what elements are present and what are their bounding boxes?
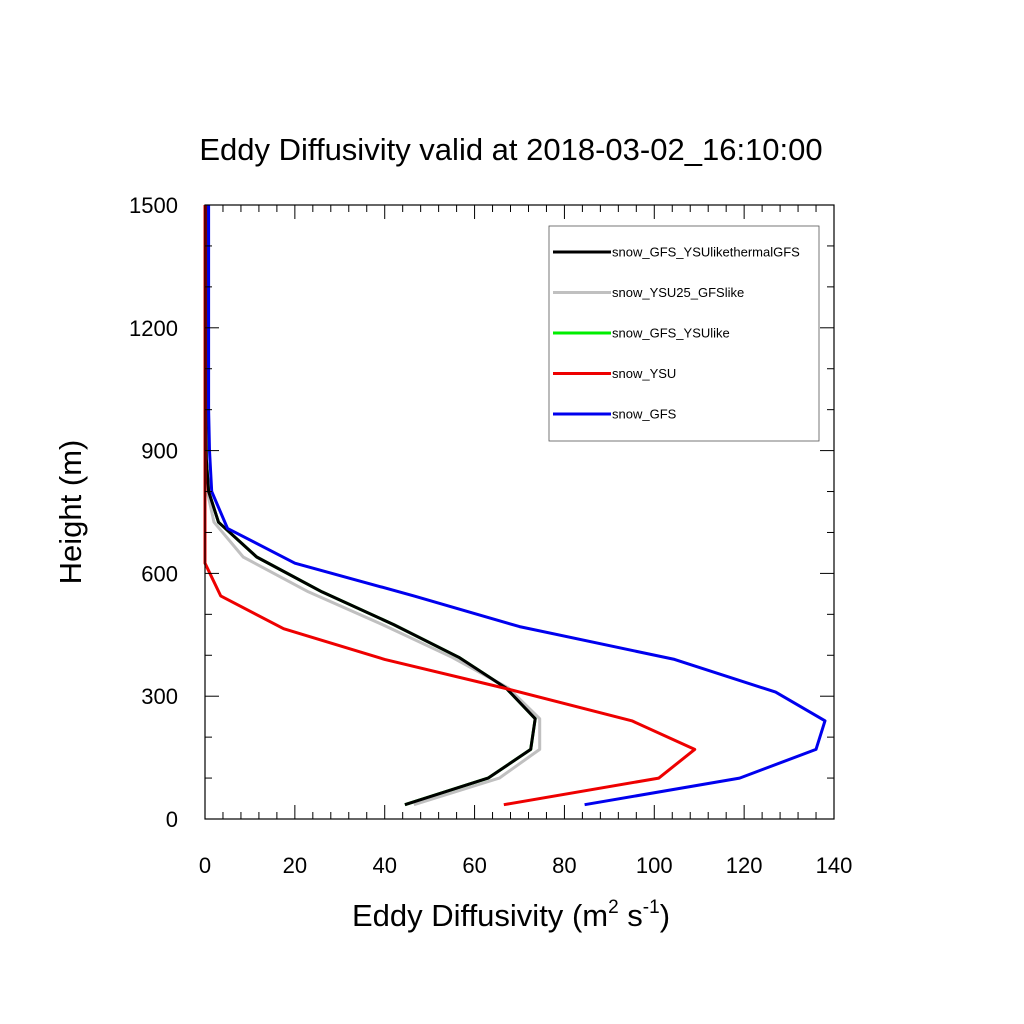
x-tick-label: 20 [283,853,307,878]
y-axis-label: Height (m) [53,440,88,585]
y-tick-label: 0 [166,807,178,832]
legend-label: snow_YSU25_GFSlike [612,285,744,300]
legend-label: snow_YSU [612,366,676,381]
series-line-snow_GFS_YSUlikethermalGFS [204,205,537,807]
x-axis-unit-exp2: -1 [643,897,660,918]
y-tick-label: 600 [141,561,178,586]
x-tick-label: 140 [816,853,853,878]
x-tick-label: 60 [462,853,486,878]
x-axis-unit-exp1: 2 [608,897,619,918]
plot-frame [204,204,835,820]
x-axis-unit-base: (m [572,898,608,933]
tick-layer [204,204,835,820]
legend-label: snow_GFS [612,407,677,422]
series-line-snow_YSU25_GFSlike [204,205,542,807]
x-tick-label: 40 [372,853,396,878]
x-tick-labels: 0 20 40 60 80 100 120 140 [199,853,852,878]
x-tick-label: 80 [552,853,576,878]
legend: snow_GFS_YSUlikethermalGFS snow_YSU25_GFS… [548,225,820,442]
legend-label: snow_GFS_YSUlikethermalGFS [612,245,800,260]
y-tick-label: 1500 [129,193,178,218]
x-axis-unit-end: ) [660,898,670,933]
legend-label: snow_GFS_YSUlike [612,326,730,341]
y-tick-labels: 0 300 600 900 1200 1500 [129,193,178,832]
x-tick-label: 120 [726,853,763,878]
y-tick-label: 300 [141,684,178,709]
y-tick-label: 900 [141,439,178,464]
x-axis-unit-mid: s [619,898,643,933]
x-tick-label: 100 [636,853,673,878]
chart-title: Eddy Diffusivity valid at 2018-03-02_16:… [199,132,822,167]
series-line-snow_GFS_YSUlike [204,205,537,807]
series-line-snow_GFS [207,205,827,807]
x-axis-label: Eddy Diffusivity (m2 s-1) [352,897,670,933]
x-axis-label-text: Eddy Diffusivity [352,898,564,933]
x-tick-label: 0 [199,853,211,878]
y-tick-label: 1200 [129,316,178,341]
